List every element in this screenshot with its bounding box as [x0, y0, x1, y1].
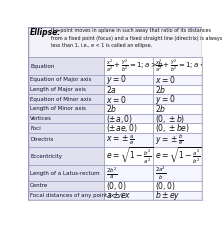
- Bar: [104, 124, 153, 133]
- Text: $(\pm a,0)$: $(\pm a,0)$: [106, 112, 134, 125]
- Text: $\frac{2b^2}{a}$: $\frac{2b^2}{a}$: [106, 165, 118, 181]
- Bar: [28, 94, 104, 104]
- Text: Vertices: Vertices: [30, 116, 52, 121]
- Text: $x=0$: $x=0$: [106, 94, 127, 105]
- Bar: [28, 181, 104, 191]
- Text: $\frac{2a^2}{b}$: $\frac{2a^2}{b}$: [155, 164, 167, 182]
- Text: Ellipse:: Ellipse:: [30, 28, 61, 37]
- Bar: [153, 181, 202, 191]
- Bar: [104, 165, 153, 181]
- Text: from a fixed point (focus) and a fixed straight line (directrix) is always: from a fixed point (focus) and a fixed s…: [51, 36, 222, 41]
- Bar: [28, 85, 104, 94]
- Text: Equation of Major axis: Equation of Major axis: [30, 77, 91, 82]
- Bar: [28, 191, 104, 200]
- Text: Centre: Centre: [30, 183, 48, 188]
- Text: $x=\pm\frac{a}{e}$: $x=\pm\frac{a}{e}$: [106, 133, 135, 147]
- Bar: [104, 75, 153, 85]
- Bar: [153, 114, 202, 124]
- Bar: [153, 147, 202, 165]
- Bar: [104, 57, 153, 75]
- Text: less than 1, i.e., e < 1 is called an ellipse.: less than 1, i.e., e < 1 is called an el…: [51, 43, 152, 48]
- Text: Equation of Minor axis: Equation of Minor axis: [30, 97, 91, 102]
- Bar: [104, 147, 153, 165]
- Text: $(0,0)$: $(0,0)$: [106, 180, 127, 192]
- Bar: [153, 133, 202, 147]
- Text: $2b$: $2b$: [106, 103, 118, 114]
- Text: $2a$: $2a$: [106, 84, 118, 95]
- Text: Directrix: Directrix: [30, 137, 54, 142]
- Bar: [104, 191, 153, 200]
- Text: If a point moves in aplane in such away that ratio of its distances: If a point moves in aplane in such away …: [51, 28, 211, 33]
- Bar: [28, 57, 104, 75]
- Bar: [28, 104, 104, 114]
- Text: Length of a Latus-rectum: Length of a Latus-rectum: [30, 171, 100, 176]
- Bar: [28, 114, 104, 124]
- Bar: [28, 133, 104, 147]
- Bar: [153, 165, 202, 181]
- Text: $y=0$: $y=0$: [155, 93, 175, 106]
- Bar: [153, 94, 202, 104]
- Text: $\frac{x^2}{a^2}+\frac{y^2}{b^2}=1;a<b$: $\frac{x^2}{a^2}+\frac{y^2}{b^2}=1;a<b$: [155, 58, 213, 74]
- Text: $(0,\pm b)$: $(0,\pm b)$: [155, 112, 185, 125]
- Text: $\frac{x^2}{a^2}+\frac{y^2}{b^2}=1;a>b$: $\frac{x^2}{a^2}+\frac{y^2}{b^2}=1;a>b$: [106, 58, 164, 74]
- Bar: [153, 75, 202, 85]
- Text: Foci: Foci: [30, 126, 41, 131]
- Text: $e=\sqrt{1-\frac{b^2}{a^2}}$: $e=\sqrt{1-\frac{b^2}{a^2}}$: [106, 146, 154, 166]
- Text: $(\pm ae,0)$: $(\pm ae,0)$: [106, 122, 138, 134]
- Text: $(0,0)$: $(0,0)$: [155, 180, 176, 192]
- Bar: [28, 165, 104, 181]
- Text: $2b$: $2b$: [155, 103, 166, 114]
- Bar: [104, 133, 153, 147]
- Bar: [28, 147, 104, 165]
- Text: Length of Major axis: Length of Major axis: [30, 87, 86, 92]
- Bar: [153, 104, 202, 114]
- Text: $b\pm ey$: $b\pm ey$: [155, 189, 181, 202]
- Bar: [104, 114, 153, 124]
- Bar: [153, 191, 202, 200]
- Text: $x=0$: $x=0$: [155, 74, 175, 85]
- Bar: [153, 85, 202, 94]
- Bar: [28, 75, 104, 85]
- Bar: [104, 94, 153, 104]
- Text: Eccentricity: Eccentricity: [30, 153, 62, 158]
- Text: Equation: Equation: [30, 64, 54, 69]
- Bar: [104, 181, 153, 191]
- Text: $(0,\pm be)$: $(0,\pm be)$: [155, 122, 190, 134]
- Bar: [153, 57, 202, 75]
- Bar: [28, 124, 104, 133]
- Text: $e=\sqrt{1-\frac{a^2}{b^2}}$: $e=\sqrt{1-\frac{a^2}{b^2}}$: [155, 146, 203, 166]
- Text: $2b$: $2b$: [155, 84, 166, 95]
- Bar: [153, 124, 202, 133]
- Text: $y=\pm\frac{b}{e}$: $y=\pm\frac{b}{e}$: [155, 133, 184, 147]
- Text: $a\pm ex$: $a\pm ex$: [106, 190, 132, 200]
- Bar: [104, 85, 153, 94]
- Bar: [104, 104, 153, 114]
- Text: Length of Minor axis: Length of Minor axis: [30, 106, 86, 111]
- Text: $y=0$: $y=0$: [106, 73, 127, 86]
- Text: Focal distances of any point (x, y): Focal distances of any point (x, y): [30, 193, 123, 198]
- Bar: [28, 27, 202, 57]
